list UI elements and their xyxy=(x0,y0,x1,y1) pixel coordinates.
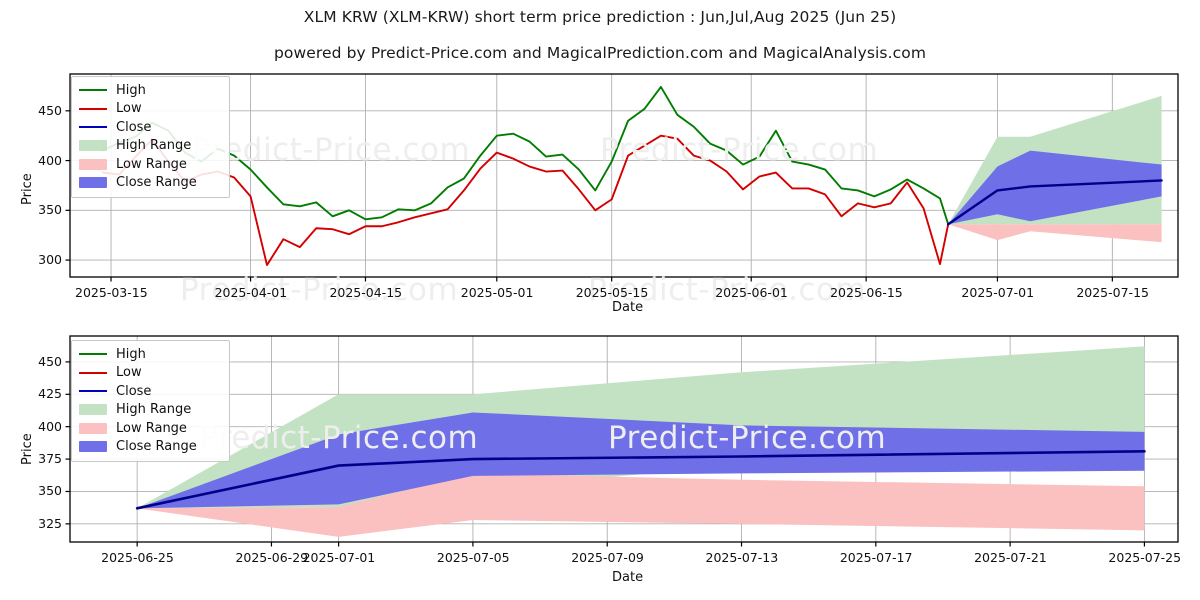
legend-label: Low xyxy=(116,365,142,381)
y-tick-label: 350 xyxy=(38,483,62,499)
legend-swatch-close-range xyxy=(79,177,107,189)
x-tick-label: 2025-05-01 xyxy=(460,285,534,300)
legend-item-low: Low xyxy=(79,100,221,119)
legend-swatch-close-line xyxy=(79,126,107,129)
legend-swatch-low-range xyxy=(79,422,107,434)
legend-swatch-high-range xyxy=(79,404,107,416)
bottom-chart-legend: High Low Close High Range Low Range Clos… xyxy=(71,340,230,462)
legend-swatch-close-line xyxy=(79,390,107,393)
x-tick-label: 2025-06-29 xyxy=(235,550,309,565)
x-tick-label: 2025-06-25 xyxy=(101,550,174,565)
y-tick-label: 325 xyxy=(38,515,62,531)
legend-label: High Range xyxy=(116,402,192,418)
legend-label: Close xyxy=(116,383,152,399)
legend-label: High xyxy=(116,346,146,362)
legend-item-high-range: High Range xyxy=(79,401,221,420)
x-tick-label: 2025-07-17 xyxy=(839,550,913,565)
x-tick-label: 2025-07-13 xyxy=(705,550,779,565)
x-tick-label: 2025-07-21 xyxy=(974,550,1047,565)
top-chart-svg xyxy=(65,73,1179,282)
bottom-x-axis-label: Date xyxy=(612,570,644,585)
x-tick-label: 2025-07-15 xyxy=(1076,285,1149,300)
top-x-axis-label: Date xyxy=(612,300,644,315)
x-tick-label: 2025-07-05 xyxy=(436,550,510,565)
top-y-axis-label: Price xyxy=(20,173,35,205)
y-tick-label: 350 xyxy=(38,202,62,218)
legend-swatch-high-line xyxy=(79,89,107,92)
legend-label: High xyxy=(116,82,146,98)
legend-swatch-high-line xyxy=(79,353,107,356)
legend-item-high: High xyxy=(79,81,221,100)
legend-swatch-low-line xyxy=(79,107,107,110)
x-tick-label: 2025-04-01 xyxy=(214,285,288,300)
x-tick-label: 2025-04-15 xyxy=(329,285,403,300)
legend-swatch-low-line xyxy=(79,371,107,374)
page-title: XLM KRW (XLM-KRW) short term price predi… xyxy=(303,8,897,26)
legend-item-close: Close xyxy=(79,118,221,137)
top-chart-legend: High Low Close High Range Low Range Clos… xyxy=(71,76,230,198)
legend-item-low-range: Low Range xyxy=(79,155,221,174)
legend-label: Close Range xyxy=(116,175,197,191)
y-tick-label: 425 xyxy=(38,386,62,402)
x-tick-label: 2025-06-01 xyxy=(715,285,788,300)
x-tick-label: 2025-05-15 xyxy=(575,285,649,300)
y-tick-label: 450 xyxy=(38,102,62,118)
legend-item-low-range: Low Range xyxy=(79,419,221,438)
watermark: Predict-Price.com xyxy=(192,132,471,168)
legend-item-close-range: Close Range xyxy=(79,174,221,193)
x-tick-label: 2025-07-09 xyxy=(571,550,644,565)
page-subtitle: powered by Predict-Price.com and Magical… xyxy=(273,44,927,62)
watermark: Predict-Price.com xyxy=(200,420,479,456)
watermark: Predict-Price.com xyxy=(600,132,879,168)
watermark: Predict-Price.com xyxy=(180,272,459,308)
y-tick-label: 300 xyxy=(38,252,62,268)
legend-swatch-high-range xyxy=(79,140,107,152)
legend-item-low: Low xyxy=(79,364,221,383)
watermark: Predict-Price.com xyxy=(608,420,887,456)
legend-label: Low xyxy=(116,101,142,117)
legend-swatch-close-range xyxy=(79,441,107,453)
x-tick-label: 2025-07-01 xyxy=(961,285,1035,300)
y-tick-label: 375 xyxy=(38,451,62,467)
y-tick-label: 400 xyxy=(38,418,62,434)
legend-label: Close Range xyxy=(116,439,197,455)
legend-label: Low Range xyxy=(116,420,187,436)
legend-label: Close xyxy=(116,119,152,135)
x-tick-label: 2025-06-15 xyxy=(830,285,903,300)
bottom-chart-svg xyxy=(65,335,1179,547)
x-tick-label: 2025-07-01 xyxy=(302,550,376,565)
legend-item-high: High xyxy=(79,345,221,364)
legend-item-close-range: Close Range xyxy=(79,438,221,457)
y-tick-label: 450 xyxy=(38,353,62,369)
y-tick-label: 400 xyxy=(38,152,62,168)
bottom-chart-panel: Predict-Price.com Predict-Price.com Pric… xyxy=(0,320,1200,600)
x-tick-label: 2025-07-25 xyxy=(1108,550,1182,565)
legend-label: Low Range xyxy=(116,156,187,172)
legend-label: High Range xyxy=(116,138,192,154)
legend-item-high-range: High Range xyxy=(79,137,221,156)
legend-item-close: Close xyxy=(79,382,221,401)
x-tick-label: 2025-03-15 xyxy=(75,285,148,300)
top-chart-panel: Predict-Price.com Predict-Price.com Pred… xyxy=(20,73,1179,315)
legend-swatch-low-range xyxy=(79,158,107,170)
watermark: Predict-Price.com xyxy=(588,272,867,308)
